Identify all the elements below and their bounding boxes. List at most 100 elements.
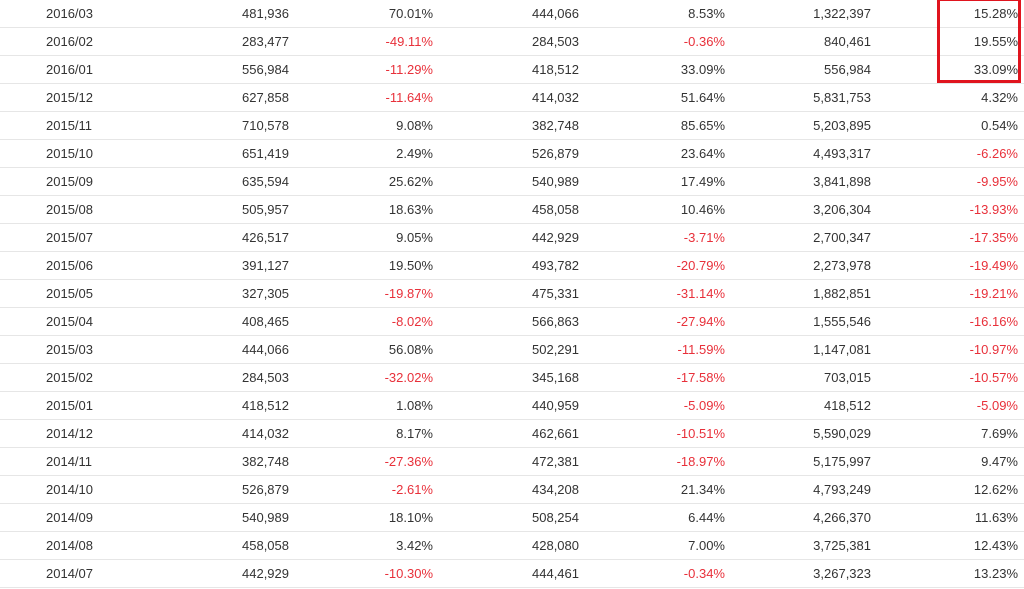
cell-change-1: 25.62%: [289, 167, 433, 196]
cell-value-2: 502,291: [433, 335, 579, 364]
cell-month: 2016/01: [0, 55, 146, 84]
cell-value-3: 1,882,851: [725, 279, 871, 308]
cell-change-1: -11.64%: [289, 83, 433, 112]
cell-value-3: 4,793,249: [725, 475, 871, 504]
cell-value-2: 284,503: [433, 27, 579, 56]
cell-change-2: 10.46%: [579, 195, 725, 224]
cell-value-2: 444,461: [433, 559, 579, 588]
cell-value-2: 526,879: [433, 139, 579, 168]
cell-month: 2015/08: [0, 195, 146, 224]
cell-change-3: 0.54%: [871, 111, 1024, 140]
table-row: 2014/08 458,058 3.42% 428,080 7.00% 3,725,381…: [0, 531, 1024, 560]
table-row: 2016/03 481,936 70.01% 444,066 8.53% 1,322,39…: [0, 0, 1024, 28]
cell-value-2: 414,032: [433, 83, 579, 112]
cell-month: 2015/12: [0, 83, 146, 112]
cell-value-2: 540,989: [433, 167, 579, 196]
table-row: 2015/06 391,127 19.50% 493,782 -20.79% 2,273,…: [0, 251, 1024, 280]
cell-change-3: -10.57%: [871, 363, 1024, 392]
cell-value-3: 4,493,317: [725, 139, 871, 168]
cell-change-2: 33.09%: [579, 55, 725, 84]
cell-change-1: 18.63%: [289, 195, 433, 224]
cell-change-1: -19.87%: [289, 279, 433, 308]
table-row: 2015/10 651,419 2.49% 526,879 23.64% 4,493,31…: [0, 139, 1024, 168]
table-row: 2015/09 635,594 25.62% 540,989 17.49% 3,841,8…: [0, 167, 1024, 196]
cell-value-1: 426,517: [146, 223, 289, 252]
cell-value-1: 526,879: [146, 475, 289, 504]
cell-month: 2014/07: [0, 559, 146, 588]
cell-value-1: 327,305: [146, 279, 289, 308]
cell-month: 2015/01: [0, 391, 146, 420]
cell-change-2: -10.51%: [579, 419, 725, 448]
table-row: 2015/04 408,465 -8.02% 566,863 -27.94% 1,555,…: [0, 307, 1024, 336]
cell-month: 2015/10: [0, 139, 146, 168]
cell-change-1: -27.36%: [289, 447, 433, 476]
cell-value-3: 1,322,397: [725, 0, 871, 28]
cell-value-3: 3,206,304: [725, 195, 871, 224]
cell-change-1: 18.10%: [289, 503, 433, 532]
cell-value-1: 458,058: [146, 531, 289, 560]
cell-month: 2015/06: [0, 251, 146, 280]
table-row: 2015/11 710,578 9.08% 382,748 85.65% 5,203,89…: [0, 111, 1024, 140]
cell-change-1: 19.50%: [289, 251, 433, 280]
table-row: 2015/08 505,957 18.63% 458,058 10.46% 3,206,3…: [0, 195, 1024, 224]
cell-change-2: -27.94%: [579, 307, 725, 336]
cell-change-3: 33.09%: [871, 55, 1024, 84]
cell-month: 2014/08: [0, 531, 146, 560]
cell-change-1: -8.02%: [289, 307, 433, 336]
cell-month: 2016/02: [0, 27, 146, 56]
cell-change-3: -6.26%: [871, 139, 1024, 168]
cell-month: 2015/04: [0, 307, 146, 336]
cell-month: 2014/12: [0, 419, 146, 448]
cell-change-1: -2.61%: [289, 475, 433, 504]
cell-value-2: 444,066: [433, 0, 579, 28]
cell-change-3: 9.47%: [871, 447, 1024, 476]
table-row: 2014/11 382,748 -27.36% 472,381 -18.97% 5,175…: [0, 447, 1024, 476]
table-row: 2015/07 426,517 9.05% 442,929 -3.71% 2,700,34…: [0, 223, 1024, 252]
cell-change-3: -17.35%: [871, 223, 1024, 252]
table-row: 2014/12 414,032 8.17% 462,661 -10.51% 5,590,0…: [0, 419, 1024, 448]
cell-value-1: 414,032: [146, 419, 289, 448]
cell-change-1: 56.08%: [289, 335, 433, 364]
cell-change-2: -3.71%: [579, 223, 725, 252]
cell-value-2: 458,058: [433, 195, 579, 224]
cell-change-2: -17.58%: [579, 363, 725, 392]
cell-change-2: -5.09%: [579, 391, 725, 420]
cell-change-3: 12.43%: [871, 531, 1024, 560]
cell-change-1: -49.11%: [289, 27, 433, 56]
cell-change-1: -11.29%: [289, 55, 433, 84]
cell-month: 2015/02: [0, 363, 146, 392]
cell-change-1: 2.49%: [289, 139, 433, 168]
cell-month: 2015/11: [0, 111, 146, 140]
table-row: 2014/07 442,929 -10.30% 444,461 -0.34% 3,267,…: [0, 559, 1024, 588]
cell-change-2: 85.65%: [579, 111, 725, 140]
cell-change-2: -0.36%: [579, 27, 725, 56]
cell-change-1: 1.08%: [289, 391, 433, 420]
cell-value-3: 5,203,895: [725, 111, 871, 140]
cell-change-1: -10.30%: [289, 559, 433, 588]
cell-month: 2015/03: [0, 335, 146, 364]
cell-change-3: 19.55%: [871, 27, 1024, 56]
cell-value-3: 556,984: [725, 55, 871, 84]
cell-value-2: 440,959: [433, 391, 579, 420]
cell-value-2: 475,331: [433, 279, 579, 308]
cell-change-1: 8.17%: [289, 419, 433, 448]
cell-value-1: 635,594: [146, 167, 289, 196]
cell-value-3: 1,555,546: [725, 307, 871, 336]
cell-change-2: 17.49%: [579, 167, 725, 196]
cell-value-2: 462,661: [433, 419, 579, 448]
table-row: 2014/10 526,879 -2.61% 434,208 21.34% 4,793,2…: [0, 475, 1024, 504]
cell-value-3: 2,273,978: [725, 251, 871, 280]
cell-value-1: 505,957: [146, 195, 289, 224]
cell-change-3: 15.28%: [871, 0, 1024, 28]
cell-value-2: 508,254: [433, 503, 579, 532]
cell-change-3: -10.97%: [871, 335, 1024, 364]
cell-value-3: 4,266,370: [725, 503, 871, 532]
cell-month: 2016/03: [0, 0, 146, 28]
cell-change-1: 9.08%: [289, 111, 433, 140]
cell-change-2: 7.00%: [579, 531, 725, 560]
cell-change-3: 4.32%: [871, 83, 1024, 112]
cell-change-3: -5.09%: [871, 391, 1024, 420]
cell-value-2: 434,208: [433, 475, 579, 504]
cell-change-3: -19.49%: [871, 251, 1024, 280]
